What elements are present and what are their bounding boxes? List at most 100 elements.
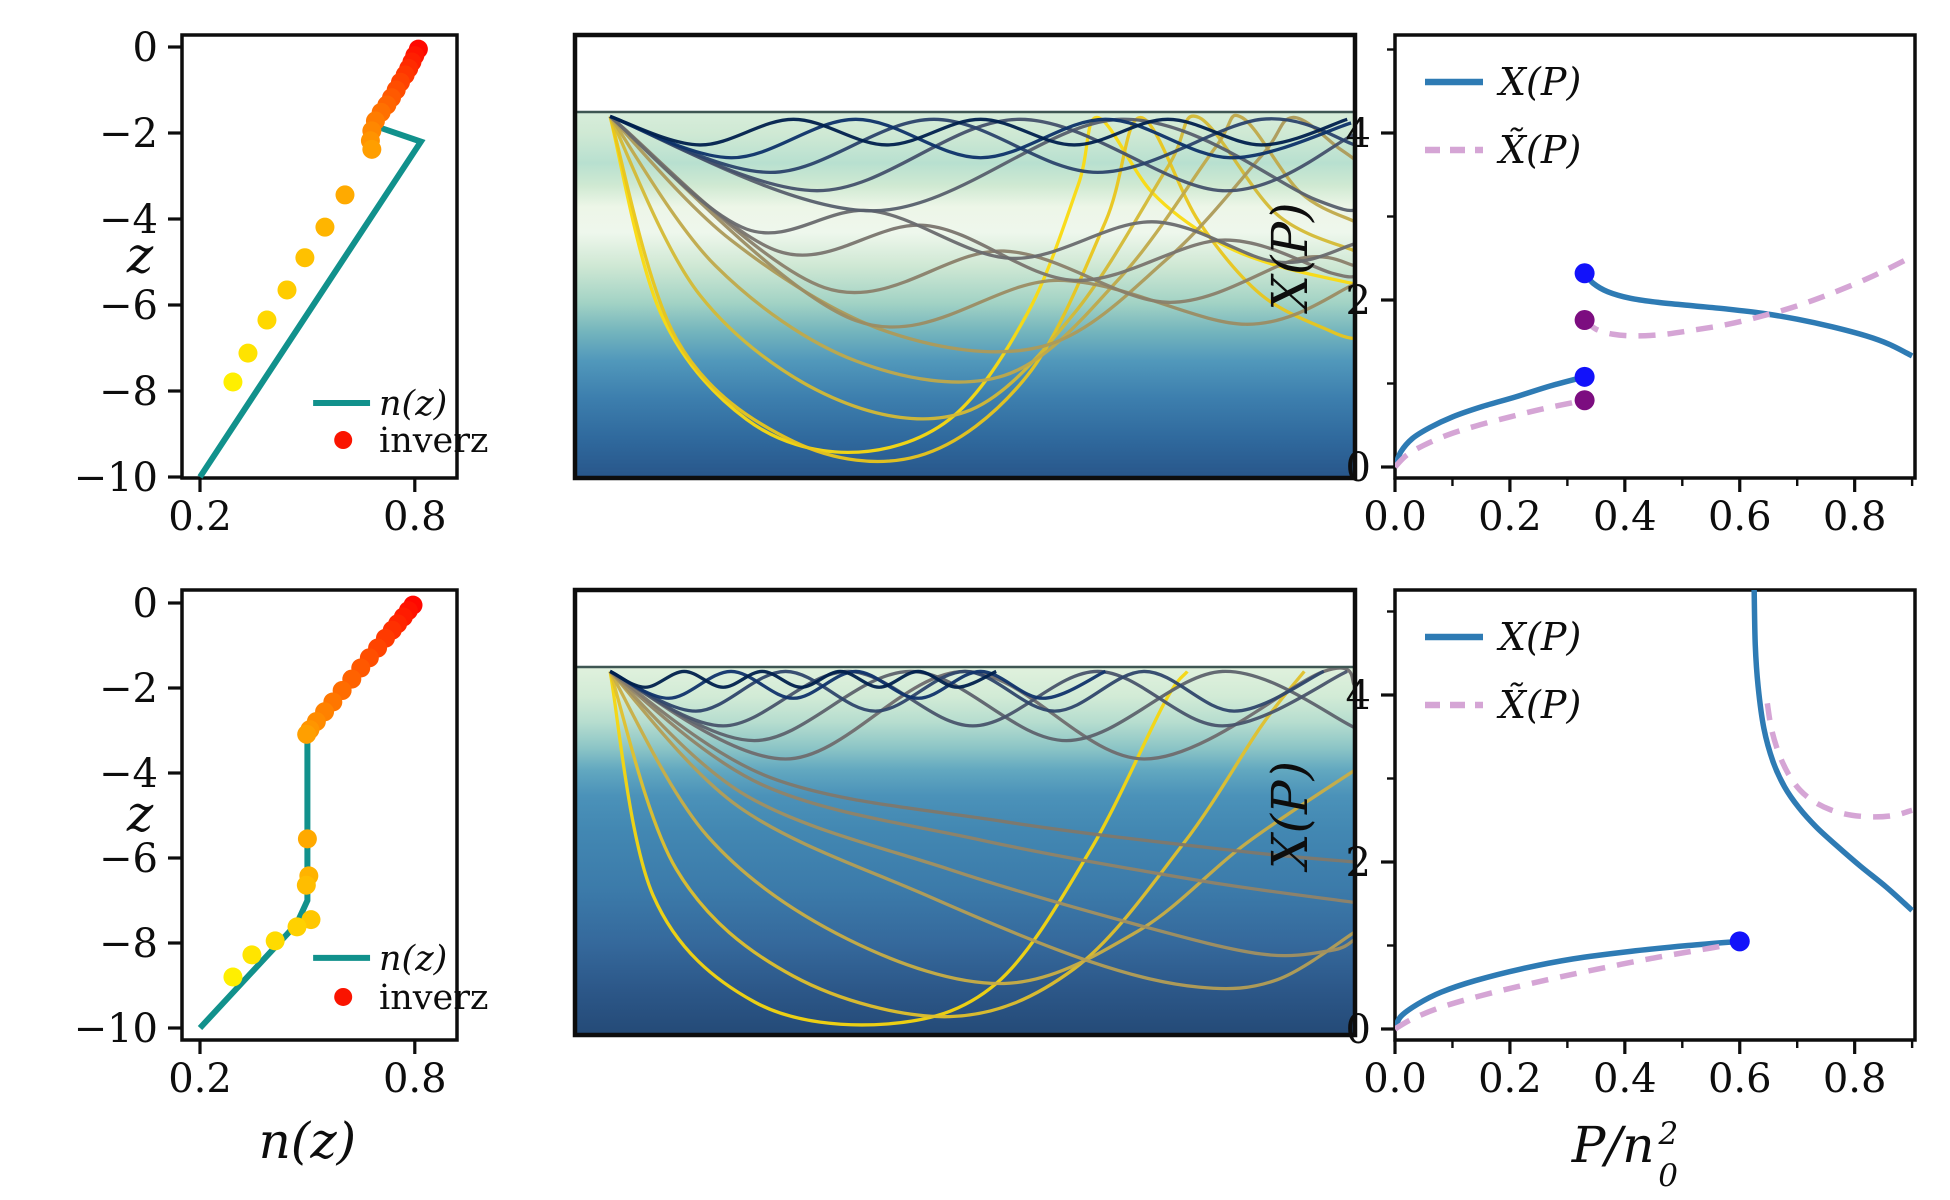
y-tick-label: −4: [99, 751, 158, 797]
x-tick-label: 0.2: [168, 1056, 232, 1102]
inversion-dot: [335, 185, 355, 205]
acoustic-ray: [609, 114, 1355, 213]
y-tick-label: −10: [74, 455, 158, 501]
blue-endpoint-marker: [1729, 931, 1750, 952]
y-tick-label: 2: [1346, 278, 1371, 324]
legend-label-x: X(P): [1496, 615, 1581, 659]
inversion-dot: [223, 372, 243, 392]
ray-paths: [608, 113, 1355, 464]
series-x-curve: [1582, 271, 1914, 359]
legend-dot-swatch: [334, 431, 353, 450]
acoustic-ray: [609, 115, 1355, 283]
x-tick-label: 0.2: [1478, 494, 1542, 540]
x-axis-label: n(z): [259, 1112, 357, 1170]
x-tick-label: 0.4: [1593, 494, 1657, 540]
acoustic-ray: [608, 670, 1306, 1019]
inversion-dot: [297, 724, 317, 744]
y-tick-label: −10: [74, 1006, 158, 1052]
legend-label-xtilde: X̃(P): [1496, 128, 1581, 172]
blue-endpoint-marker: [1574, 366, 1595, 387]
x-tick-label: 0.6: [1708, 494, 1772, 540]
acoustic-ray: [608, 115, 1355, 354]
ray-paths: [608, 666, 1355, 1027]
y-tick-label: −2: [99, 111, 158, 157]
acoustic-ray: [608, 113, 1355, 384]
axes-frame: [180, 588, 459, 1042]
inversion-dot: [242, 945, 262, 965]
y-axis-label: X(P): [1261, 202, 1319, 314]
acoustic-ray: [609, 115, 1355, 265]
acoustic-ray: [609, 114, 1352, 160]
x-tick-label: 0.4: [1593, 1056, 1657, 1102]
water-column-background: [575, 112, 1355, 478]
x-tick-label: 0.0: [1363, 1056, 1427, 1102]
x-tick-label: 0.2: [168, 494, 232, 540]
acoustic-ray: [609, 669, 1107, 700]
y-axis-label: z: [126, 785, 154, 843]
acoustic-ray: [609, 114, 1348, 147]
series-xtilde-curve: [1395, 397, 1586, 469]
blue-endpoint-marker: [1574, 263, 1595, 284]
y-axis-label: X(P): [1261, 761, 1319, 873]
acoustic-ray: [608, 670, 1355, 991]
panel-profile-top: 0.2 0.8 0 −2 −4 −6 −8 −10 z n(z)inverz: [74, 25, 489, 540]
inversion-dot: [296, 875, 316, 895]
acoustic-ray: [609, 669, 1355, 743]
inversion-dot: [362, 139, 382, 159]
y-axis-label: z: [126, 227, 154, 285]
inversion-dot: [315, 217, 335, 237]
y-tick-label: −4: [99, 197, 158, 243]
axes-frame: [1393, 588, 1917, 1042]
x-tick-label: 0.8: [1823, 1056, 1887, 1102]
y-tick-label: −2: [99, 666, 158, 712]
inversion-dot: [257, 310, 277, 330]
acoustic-ray: [609, 670, 1355, 864]
acoustic-ray: [608, 115, 1355, 464]
panel-rays-bottom: [572, 587, 1358, 1038]
axes-frame: [572, 32, 1358, 481]
series-x-curve: [1395, 374, 1586, 468]
xp-curves: [1395, 254, 1914, 469]
inversion-dot: [277, 280, 297, 300]
y-tick-label: −6: [99, 836, 158, 882]
acoustic-ray: [609, 115, 1355, 329]
acoustic-ray: [609, 114, 1355, 193]
inversion-dot: [265, 931, 285, 951]
inversion-dot: [295, 248, 315, 268]
y-tick-label: 4: [1346, 673, 1371, 719]
x-tick-label: 0.8: [383, 1056, 447, 1102]
panel-xp-top: 0.0 0.2 0.4 0.6 0.8 0 2 4 X(P) X(P) X̃(P): [1261, 33, 1917, 540]
legend-label-xtilde: X̃(P): [1496, 683, 1581, 727]
purple-endpoint-marker: [1574, 310, 1595, 331]
purple-endpoint-marker: [1574, 390, 1595, 411]
inversion-dot: [223, 967, 243, 987]
y-tick-label: 0: [133, 581, 158, 627]
legend-label-x: X(P): [1496, 60, 1581, 104]
y-tick-label: 0: [133, 25, 158, 71]
y-tick-label: 0: [1346, 1007, 1371, 1053]
axes-frame: [572, 587, 1358, 1038]
acoustic-ray: [608, 670, 1189, 1027]
acoustic-ray: [609, 669, 1325, 713]
y-tick-label: 4: [1346, 111, 1371, 157]
y-tick-label: −8: [99, 921, 158, 967]
xp-curves: [1395, 590, 1914, 1032]
acoustic-ray: [609, 114, 1355, 175]
x-tick-label: 0.8: [1823, 494, 1887, 540]
series-xtilde-curve: [1395, 940, 1741, 1032]
inversion-dot: [297, 829, 317, 849]
legend-label-nz: n(z): [379, 939, 447, 979]
inversion-dot: [238, 343, 258, 363]
series-xtilde-curve: [1764, 702, 1913, 820]
acoustic-ray: [609, 669, 1348, 728]
x-tick-label: 0.8: [383, 494, 447, 540]
x-tick-label: 0.0: [1363, 494, 1427, 540]
axes-frame: [180, 33, 459, 480]
legend-label-inverz: inverz: [379, 978, 488, 1018]
acoustic-ray: [608, 670, 1355, 958]
acoustic-ray: [608, 670, 1355, 986]
inversion-dot: [301, 910, 321, 930]
